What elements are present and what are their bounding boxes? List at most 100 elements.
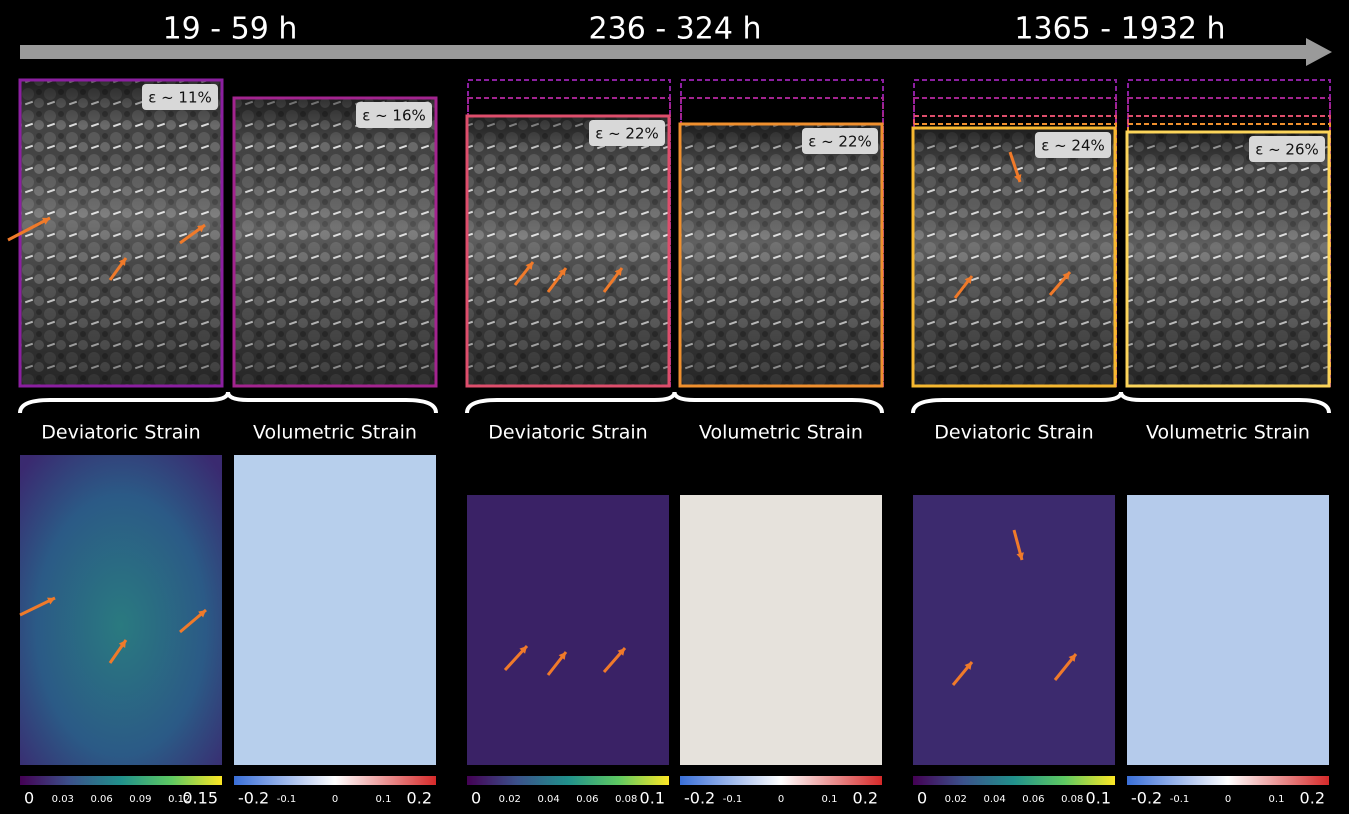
ct-image-shade bbox=[913, 128, 1115, 386]
annotation-arrow-head bbox=[1014, 174, 1022, 182]
colorbar-tick-label: -0.1 bbox=[1170, 794, 1190, 805]
annotation-arrow-head bbox=[519, 646, 527, 654]
period-label: 19 - 59 h bbox=[163, 12, 298, 47]
image-frame bbox=[465, 114, 671, 388]
strain-map bbox=[467, 495, 669, 765]
colorbar-tick-label: 0.12 bbox=[168, 794, 190, 805]
image-frame bbox=[911, 126, 1117, 388]
map-label: Deviatoric Strain bbox=[488, 422, 647, 444]
strain-map bbox=[20, 455, 222, 765]
annotation-arrow-head bbox=[198, 610, 206, 618]
colorbar-tick-label: -0.2 bbox=[238, 789, 269, 808]
ct-image-shade bbox=[20, 80, 222, 386]
map-label: Deviatoric Strain bbox=[41, 422, 200, 444]
colorbar-tick-label: -0.1 bbox=[723, 794, 743, 805]
strain-map bbox=[680, 495, 882, 765]
map-label: Volumetric Strain bbox=[1146, 422, 1310, 444]
colorbar-tick-label: 0.04 bbox=[983, 794, 1005, 805]
period-label: 1365 - 1932 h bbox=[1014, 12, 1225, 47]
colorbar-tick-label: 0.06 bbox=[1022, 794, 1044, 805]
annotation-arrow-head bbox=[558, 652, 566, 660]
strain-map bbox=[913, 495, 1115, 765]
annotation-arrow-head bbox=[525, 262, 533, 270]
annotation-arrow-head bbox=[1016, 552, 1024, 560]
colorbar-tick-label: 0.02 bbox=[499, 794, 521, 805]
colorbar-tick-label: 0.2 bbox=[407, 789, 432, 808]
colorbar-tick-label: 0.1 bbox=[822, 794, 838, 805]
strain-map bbox=[234, 455, 436, 765]
annotation-arrow-head bbox=[47, 597, 55, 605]
colorbar-tick-label: -0.1 bbox=[277, 794, 297, 805]
map-label: Volumetric Strain bbox=[699, 422, 863, 444]
strain-badge bbox=[589, 120, 665, 146]
strain-value: ε ~ 26% bbox=[1255, 141, 1319, 159]
colorbar-tick-label: -0.2 bbox=[1131, 789, 1162, 808]
colorbar bbox=[680, 776, 882, 785]
strain-map bbox=[1127, 495, 1329, 765]
strain-badge bbox=[356, 102, 432, 128]
period-label: 236 - 324 h bbox=[589, 12, 762, 47]
annotation-arrow-head bbox=[42, 217, 50, 225]
colorbar-tick-label: 0.1 bbox=[1269, 794, 1285, 805]
colorbar-tick-label: 0.1 bbox=[640, 789, 665, 808]
colorbar-tick-label: 0 bbox=[471, 789, 481, 808]
colorbar-tick-label: 0.06 bbox=[90, 794, 112, 805]
strain-value: ε ~ 22% bbox=[808, 133, 872, 151]
brace bbox=[911, 391, 1331, 414]
strain-badge bbox=[1035, 132, 1111, 158]
colorbar-tick-label: 0.2 bbox=[1300, 789, 1325, 808]
ct-image-shade bbox=[680, 124, 882, 386]
image-frame bbox=[1125, 130, 1331, 388]
time-arrow-head bbox=[1306, 38, 1332, 66]
strain-value: ε ~ 24% bbox=[1041, 137, 1105, 155]
map-label: Volumetric Strain bbox=[253, 422, 417, 444]
map-label: Deviatoric Strain bbox=[934, 422, 1093, 444]
image-frame bbox=[232, 96, 438, 388]
ct-image-shade bbox=[467, 116, 669, 386]
annotation-arrow-head bbox=[614, 268, 622, 276]
colorbar-tick-label: 0.2 bbox=[853, 789, 878, 808]
colorbar-tick-label: 0 bbox=[917, 789, 927, 808]
colorbar-tick-label: 0.1 bbox=[1086, 789, 1111, 808]
colorbar-tick-label: 0 bbox=[1225, 794, 1231, 805]
colorbar-tick-label: -0.2 bbox=[684, 789, 715, 808]
colorbar-tick-label: 0.09 bbox=[129, 794, 151, 805]
colorbar-tick-label: 0.04 bbox=[537, 794, 559, 805]
annotation-arrow-head bbox=[118, 258, 126, 266]
colorbar bbox=[234, 776, 436, 785]
colorbar-tick-label: 0 bbox=[778, 794, 784, 805]
colorbar bbox=[1127, 776, 1329, 785]
annotation-arrow-head bbox=[558, 268, 566, 276]
strain-badge bbox=[1249, 136, 1325, 162]
image-frame bbox=[678, 122, 884, 388]
colorbar-tick-label: 0.15 bbox=[182, 789, 218, 808]
annotation-arrow bbox=[7, 216, 51, 242]
annotation-arrow-head bbox=[1068, 654, 1076, 662]
strain-badge bbox=[802, 128, 878, 154]
colorbar-tick-label: 0.08 bbox=[615, 794, 637, 805]
colorbar-tick-label: 0.03 bbox=[52, 794, 74, 805]
time-arrow bbox=[20, 45, 1310, 59]
colorbar-tick-label: 0.02 bbox=[945, 794, 967, 805]
colorbar bbox=[467, 776, 669, 785]
colorbar-tick-label: 0.08 bbox=[1061, 794, 1083, 805]
colorbar-tick-label: 0 bbox=[332, 794, 338, 805]
colorbar-tick-label: 0.1 bbox=[376, 794, 392, 805]
strain-value: ε ~ 22% bbox=[595, 125, 659, 143]
strain-badge bbox=[142, 84, 218, 110]
colorbar bbox=[20, 776, 222, 785]
brace bbox=[465, 391, 884, 414]
annotation-arrow-head bbox=[617, 648, 625, 656]
annotation-arrow-head bbox=[1062, 272, 1070, 280]
colorbar-tick-label: 0 bbox=[24, 789, 34, 808]
brace bbox=[18, 391, 438, 414]
annotation-arrow-head bbox=[964, 662, 972, 670]
annotation-arrow-head bbox=[118, 640, 126, 648]
ct-image-shade bbox=[234, 98, 436, 386]
strain-value: ε ~ 16% bbox=[362, 107, 426, 125]
colorbar-tick-label: 0.06 bbox=[576, 794, 598, 805]
annotation-arrow-head bbox=[964, 276, 972, 284]
colorbar bbox=[913, 776, 1115, 785]
